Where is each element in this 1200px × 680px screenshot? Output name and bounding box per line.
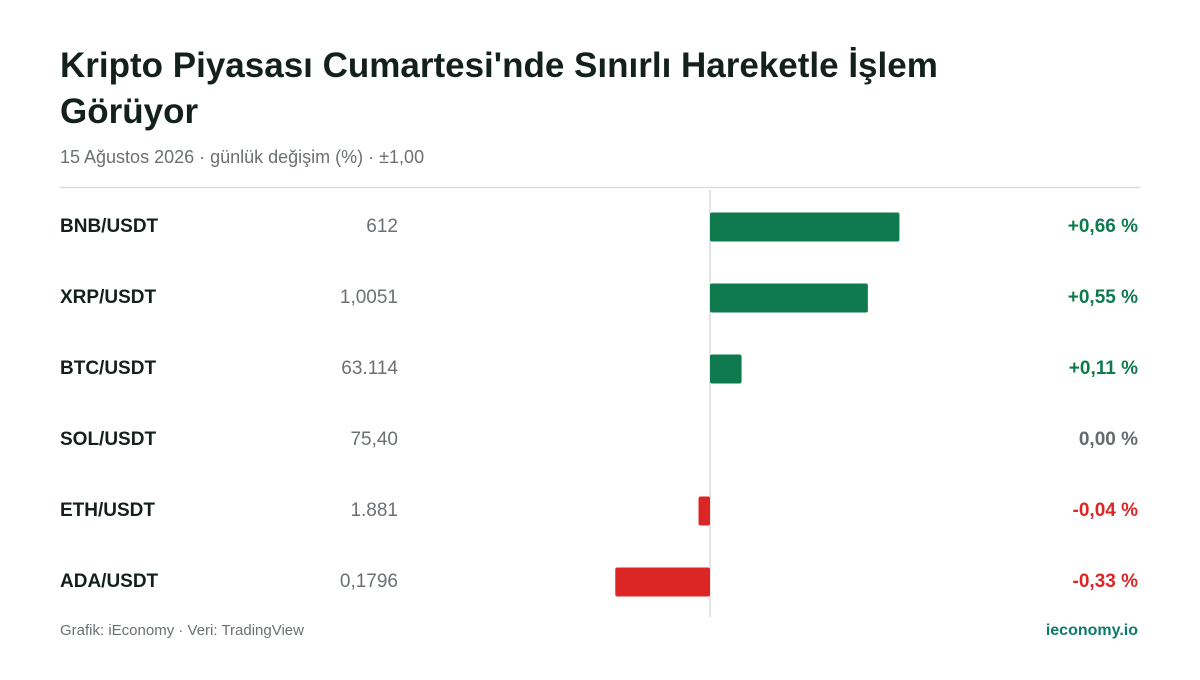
category-label: SOL/USDT [60,429,156,450]
price-label: 1,0051 [340,287,398,308]
bar [710,283,868,313]
value-label: -0,04 % [1073,500,1139,521]
chart-subtitle: 15 Ağustos 2026 · günlük değişim (%) · ±… [60,147,424,167]
bar [698,496,710,526]
category-label: BTC/USDT [60,358,156,379]
brand: ieconomy.io [1046,622,1138,639]
chart-title: Kripto Piyasası Cumartesi'nde Sınırlı Ha… [60,46,938,131]
value-label: +0,11 % [1069,358,1138,379]
value-label: +0,66 % [1068,216,1138,237]
price-label: 1.881 [350,500,398,521]
category-label: XRP/USDT [60,287,156,308]
price-label: 612 [366,216,398,237]
category-label: ADA/USDT [60,571,159,592]
bar [710,212,900,242]
price-label: 0,1796 [340,571,398,592]
price-label: 63.114 [341,358,398,379]
source: Grafik: iEconomy · Veri: TradingView [60,622,304,639]
category-label: ETH/USDT [60,500,155,521]
value-label: 0,00 % [1079,429,1138,450]
value-label: -0,33 % [1073,571,1139,592]
bar [710,354,742,384]
value-label: +0,55 % [1068,287,1138,308]
price-label: 75,40 [350,429,398,450]
bar [615,567,710,597]
category-label: BNB/USDT [60,216,159,237]
